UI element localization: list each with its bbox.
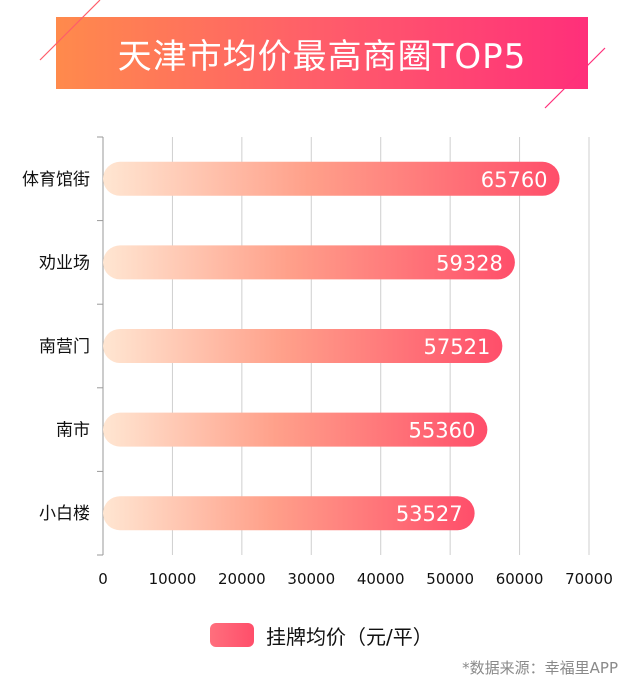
- x-tick-label: 40000: [357, 570, 405, 588]
- bar-value-label: 53527: [396, 502, 463, 526]
- x-tick-label: 30000: [287, 570, 335, 588]
- labels: 0 10000 20000 30000 40000 50000 60000 70000 6576…: [22, 168, 613, 588]
- data-source: *数据来源：幸福里APP: [462, 659, 618, 677]
- title-banner: 天津市均价最高商圈TOP5: [56, 17, 588, 89]
- bar-value-label: 55360: [409, 419, 476, 443]
- category-label: 小白楼: [39, 504, 90, 524]
- category-label: 南市: [56, 421, 90, 441]
- bar-value-label: 65760: [481, 168, 548, 192]
- y-axis: [97, 136, 103, 556]
- legend-swatch: [210, 623, 254, 647]
- x-tick-label: 20000: [218, 570, 266, 588]
- banner-decoration: [39, 0, 606, 109]
- x-tick-label: 0: [98, 570, 108, 588]
- x-tick-label: 10000: [149, 570, 197, 588]
- bars: [103, 161, 560, 531]
- bar-chart: 0 10000 20000 30000 40000 50000 60000 70000 6576…: [22, 136, 613, 588]
- bar-value-label: 57521: [424, 335, 491, 359]
- bar: [103, 161, 560, 196]
- category-label: 体育馆街: [22, 170, 90, 190]
- bar: [103, 412, 488, 447]
- bar-value-label: 59328: [436, 251, 503, 275]
- chart-title: 天津市均价最高商圈TOP5: [117, 36, 527, 77]
- decoration-line-left: [39, 0, 101, 61]
- decoration-line-right: [544, 47, 606, 109]
- x-tick-label: 70000: [565, 570, 613, 588]
- x-tick-label: 60000: [496, 570, 544, 588]
- category-label: 劝业场: [39, 253, 90, 273]
- bar: [103, 245, 515, 280]
- bar: [103, 496, 475, 531]
- category-label: 南营门: [39, 337, 90, 357]
- legend: 挂牌均价（元/平）: [210, 620, 433, 650]
- legend-label: 挂牌均价（元/平）: [266, 624, 433, 649]
- x-tick-label: 50000: [426, 570, 474, 588]
- bar: [103, 329, 503, 363]
